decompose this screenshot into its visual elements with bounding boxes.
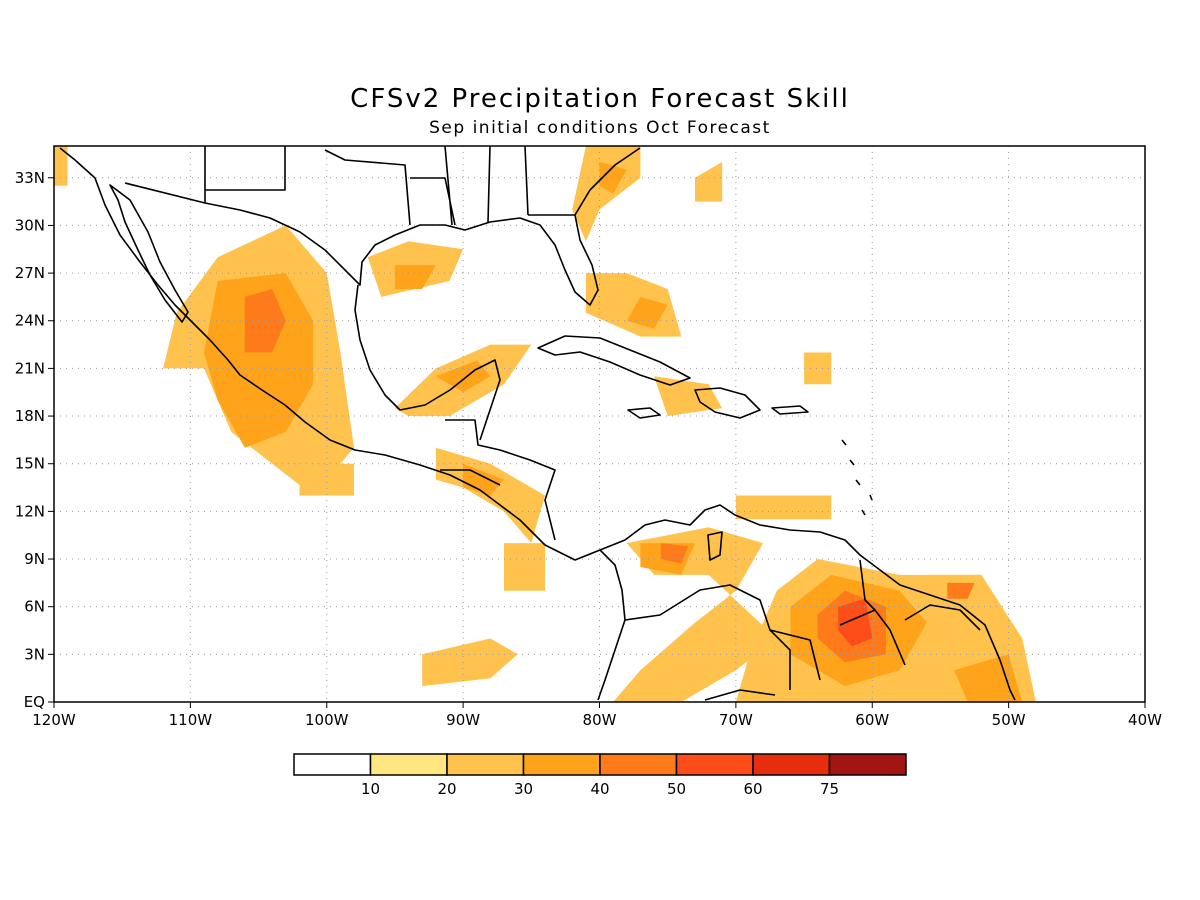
chart-subtitle: Sep initial conditions Oct Forecast <box>429 118 771 138</box>
skill-region-east-caribbean-20 <box>804 352 832 385</box>
legend-label: 10 <box>361 780 380 798</box>
legend-swatch <box>293 753 372 776</box>
lat-tick-label: 6N <box>24 598 45 616</box>
skill-region-atlantic-32n-20 <box>695 161 723 202</box>
lon-tick-label: 60W <box>855 711 889 729</box>
skill-region-brazil-amapa-30 <box>954 654 1023 702</box>
legend-label: 40 <box>590 780 609 798</box>
lat-tick-label: 3N <box>24 645 45 663</box>
lon-tick-label: 40W <box>1128 711 1162 729</box>
skill-region-mexico-west-40 <box>244 289 286 353</box>
skill-region-florida-carolina-30 <box>599 161 627 194</box>
lon-tick-label: 100W <box>305 711 349 729</box>
legend-label: 75 <box>820 780 839 798</box>
skill-region-colombia-venezuela-40 <box>660 543 689 564</box>
chart-title: CFSv2 Precipitation Forecast Skill <box>350 84 850 114</box>
legend-swatch <box>369 753 448 776</box>
lon-tick-label: 80W <box>583 711 617 729</box>
skill-region-pacific-8n-20 <box>504 543 545 591</box>
legend-swatch <box>675 753 754 776</box>
skill-region-bahamas-30 <box>626 296 668 329</box>
lon-tick-label: 50W <box>992 711 1026 729</box>
skill-shading <box>54 146 1036 702</box>
axis-ticks: 120W 110W 100W 90W 80W 70W 60W 50W 40W EQ 3N 6N 9N 12… <box>15 169 1162 729</box>
lat-tick-label: 18N <box>15 407 45 425</box>
lat-tick-label: 30N <box>15 216 45 234</box>
lat-tick-label: EQ <box>24 693 45 711</box>
skill-region-baja-north-20 <box>54 146 68 186</box>
lat-tick-label: 15N <box>15 455 45 473</box>
skill-region-guianas-50 <box>838 598 873 647</box>
lat-tick-label: 12N <box>15 502 45 520</box>
lat-tick-label: 21N <box>15 359 45 377</box>
skill-region-east-caribbean-20 <box>735 495 832 520</box>
lon-tick-label: 110W <box>169 711 213 729</box>
lat-tick-label: 24N <box>15 312 45 330</box>
skill-region-texas-coast-30 <box>394 265 436 289</box>
skill-region-mexico-west-30 <box>204 273 314 448</box>
legend-label: 20 <box>437 780 456 798</box>
coastlines <box>59 146 1016 701</box>
skill-region-pacific-3n-20 <box>422 638 518 687</box>
legend-swatch <box>752 753 831 776</box>
legend-swatch <box>446 753 525 776</box>
legend-swatch <box>828 753 907 776</box>
skill-region-suriname-coast-40 <box>947 582 975 599</box>
lat-tick-label: 33N <box>15 169 45 187</box>
lat-tick-label: 9N <box>24 550 45 568</box>
legend-swatch <box>522 753 601 776</box>
skill-region-colombia-venezuela-20 <box>613 527 777 702</box>
skill-region-pacific-13n-20 <box>299 463 354 496</box>
legend-label: 60 <box>743 780 762 798</box>
lat-tick-label: 27N <box>15 264 45 282</box>
legend-label: 30 <box>514 780 533 798</box>
lon-tick-label: 90W <box>446 711 480 729</box>
legend-swatch <box>599 753 678 776</box>
legend-label: 50 <box>667 780 686 798</box>
lon-tick-label: 120W <box>32 711 76 729</box>
lon-tick-label: 70W <box>719 711 753 729</box>
